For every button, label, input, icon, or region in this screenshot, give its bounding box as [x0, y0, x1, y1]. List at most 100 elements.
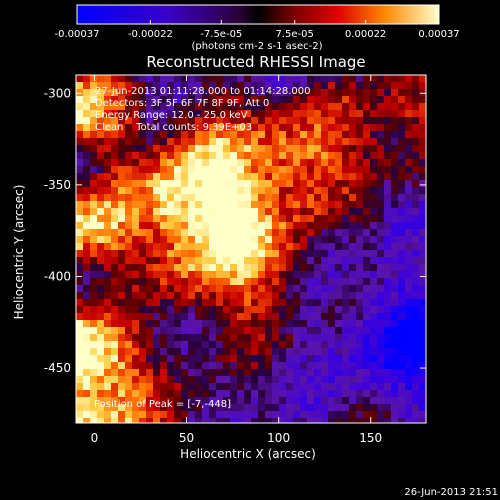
heatmap-cell [188, 397, 195, 404]
heatmap-cell [181, 201, 188, 208]
heatmap-cell [265, 194, 272, 201]
heatmap-cell [202, 362, 209, 369]
heatmap-cell [349, 341, 356, 348]
heatmap-cell [272, 404, 279, 411]
heatmap-cell [188, 278, 195, 285]
heatmap-cell [111, 390, 118, 397]
heatmap-cell [188, 89, 195, 96]
heatmap-cell [181, 180, 188, 187]
heatmap-cell [153, 166, 160, 173]
heatmap-cell [398, 208, 405, 215]
heatmap-cell [132, 243, 139, 250]
heatmap-cell [90, 222, 97, 229]
heatmap-cell [405, 117, 412, 124]
heatmap-cell [342, 383, 349, 390]
heatmap-cell [90, 334, 97, 341]
heatmap-cell [398, 306, 405, 313]
heatmap-cell [118, 362, 125, 369]
heatmap-cell [244, 229, 251, 236]
heatmap-cell [216, 89, 223, 96]
heatmap-cell [384, 327, 391, 334]
heatmap-cell [153, 187, 160, 194]
heatmap-cell [384, 159, 391, 166]
heatmap-cell [97, 145, 104, 152]
heatmap-cell [286, 117, 293, 124]
heatmap-cell [90, 131, 97, 138]
heatmap-cell [377, 166, 384, 173]
heatmap-cell [272, 348, 279, 355]
heatmap-cell [139, 369, 146, 376]
heatmap-cell [111, 194, 118, 201]
heatmap-cell [209, 376, 216, 383]
heatmap-cell [342, 82, 349, 89]
heatmap-cell [265, 173, 272, 180]
heatmap-cell [118, 285, 125, 292]
heatmap-cell [265, 236, 272, 243]
heatmap-cell [125, 376, 132, 383]
heatmap-cell [139, 390, 146, 397]
heatmap-cell [405, 404, 412, 411]
heatmap-cell [181, 369, 188, 376]
heatmap-cell [363, 215, 370, 222]
heatmap-cell [209, 208, 216, 215]
heatmap-cell [258, 236, 265, 243]
heatmap-cell [265, 285, 272, 292]
heatmap-cell [76, 103, 83, 110]
heatmap-cell [412, 292, 419, 299]
heatmap-cell [321, 397, 328, 404]
heatmap-cell [104, 397, 111, 404]
heatmap-cell [286, 264, 293, 271]
heatmap-cell [307, 208, 314, 215]
heatmap-cell [328, 397, 335, 404]
heatmap-cell [139, 320, 146, 327]
heatmap-cell [412, 103, 419, 110]
heatmap-cell [279, 376, 286, 383]
heatmap-cell [314, 243, 321, 250]
heatmap-cell [258, 96, 265, 103]
heatmap-cell [300, 89, 307, 96]
heatmap-cell [202, 418, 209, 423]
heatmap-cell [265, 257, 272, 264]
heatmap-cell [272, 243, 279, 250]
heatmap-cell [181, 243, 188, 250]
heatmap-cell [398, 89, 405, 96]
heatmap-cell [223, 117, 230, 124]
heatmap-cell [230, 313, 237, 320]
heatmap-cell [307, 243, 314, 250]
heatmap-cell [83, 404, 90, 411]
heatmap-cell [209, 103, 216, 110]
heatmap-cell [118, 236, 125, 243]
heatmap-cell [314, 285, 321, 292]
heatmap-cell [349, 96, 356, 103]
heatmap-cell [174, 278, 181, 285]
heatmap-cell [97, 418, 104, 423]
heatmap-cell [391, 194, 398, 201]
heatmap-cell [104, 110, 111, 117]
heatmap-cell [230, 285, 237, 292]
heatmap-cell [83, 103, 90, 110]
heatmap-cell [76, 313, 83, 320]
heatmap-cell [132, 362, 139, 369]
heatmap-cell [342, 166, 349, 173]
heatmap-cell [139, 173, 146, 180]
heatmap-cell [412, 145, 419, 152]
heatmap-cell [370, 159, 377, 166]
heatmap-cell [202, 138, 209, 145]
heatmap-cell [419, 103, 426, 110]
heatmap-cell [349, 138, 356, 145]
heatmap-cell [230, 103, 237, 110]
heatmap-cell [307, 222, 314, 229]
heatmap-cell [272, 152, 279, 159]
heatmap-cell [181, 82, 188, 89]
heatmap-cell [90, 82, 97, 89]
heatmap-cell [76, 320, 83, 327]
heatmap-cell [202, 390, 209, 397]
heatmap-cell [195, 229, 202, 236]
heatmap-cell [356, 292, 363, 299]
heatmap-cell [216, 145, 223, 152]
heatmap-cell [391, 348, 398, 355]
heatmap-cell [300, 166, 307, 173]
heatmap-cell [370, 306, 377, 313]
heatmap-cell [202, 124, 209, 131]
heatmap-cell [139, 250, 146, 257]
